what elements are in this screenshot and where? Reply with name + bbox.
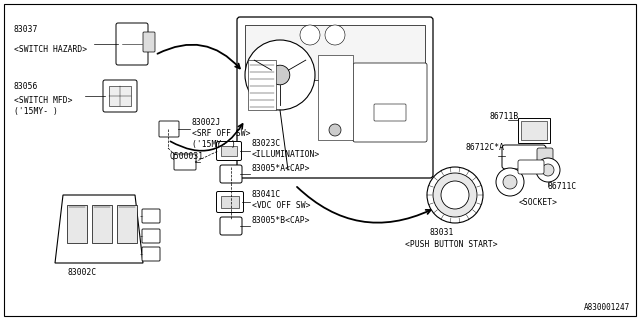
- Text: Q500031: Q500031: [170, 152, 204, 161]
- Circle shape: [536, 158, 560, 182]
- Text: <ILLUMINATION>: <ILLUMINATION>: [252, 150, 320, 159]
- FancyBboxPatch shape: [142, 229, 160, 243]
- Circle shape: [245, 40, 315, 110]
- Bar: [248, 60, 276, 110]
- FancyBboxPatch shape: [537, 148, 553, 166]
- Text: 83041C: 83041C: [252, 190, 281, 199]
- FancyBboxPatch shape: [116, 23, 148, 65]
- Bar: [221, 196, 239, 208]
- FancyBboxPatch shape: [159, 121, 179, 137]
- Text: 83031: 83031: [430, 228, 454, 237]
- Bar: [117, 205, 137, 243]
- Circle shape: [325, 25, 345, 45]
- Text: ('15MY- ): ('15MY- ): [192, 140, 236, 149]
- Bar: [318, 55, 353, 140]
- Text: 83002J: 83002J: [192, 118, 221, 127]
- Text: A830001247: A830001247: [584, 303, 630, 312]
- Circle shape: [300, 25, 320, 45]
- FancyArrowPatch shape: [157, 45, 240, 68]
- Text: 83023C: 83023C: [252, 139, 281, 148]
- Bar: [109, 86, 131, 106]
- Text: <SWITCH HAZARD>: <SWITCH HAZARD>: [14, 45, 87, 54]
- Circle shape: [503, 175, 517, 189]
- FancyBboxPatch shape: [142, 209, 160, 223]
- Bar: [518, 118, 550, 143]
- Text: ('15MY- ): ('15MY- ): [14, 107, 58, 116]
- Bar: [67, 205, 87, 243]
- Text: 86712C*A: 86712C*A: [466, 143, 505, 152]
- Circle shape: [270, 65, 290, 85]
- Circle shape: [496, 168, 524, 196]
- FancyBboxPatch shape: [518, 160, 544, 174]
- Text: 83056: 83056: [14, 82, 38, 91]
- Text: <SRF OFF SW>: <SRF OFF SW>: [192, 129, 250, 138]
- FancyBboxPatch shape: [502, 145, 546, 169]
- FancyBboxPatch shape: [220, 165, 242, 183]
- FancyBboxPatch shape: [143, 32, 155, 52]
- FancyBboxPatch shape: [353, 63, 427, 142]
- Text: 83005*B<CAP>: 83005*B<CAP>: [252, 216, 310, 225]
- Text: <SOCKET>: <SOCKET>: [519, 198, 558, 207]
- FancyBboxPatch shape: [142, 247, 160, 261]
- Bar: [221, 146, 237, 156]
- Text: <PUSH BUTTON START>: <PUSH BUTTON START>: [405, 240, 498, 249]
- FancyArrowPatch shape: [170, 124, 243, 151]
- Text: <VDC OFF SW>: <VDC OFF SW>: [252, 201, 310, 210]
- Bar: [521, 121, 547, 140]
- Circle shape: [441, 181, 469, 209]
- Circle shape: [427, 167, 483, 223]
- Polygon shape: [55, 195, 143, 263]
- Bar: [245, 25, 425, 80]
- Bar: [92, 205, 112, 243]
- Text: 83005*A<CAP>: 83005*A<CAP>: [252, 164, 310, 173]
- FancyBboxPatch shape: [174, 154, 196, 170]
- FancyBboxPatch shape: [374, 104, 406, 121]
- FancyBboxPatch shape: [220, 217, 242, 235]
- Circle shape: [542, 164, 554, 176]
- Text: 83037: 83037: [14, 25, 38, 34]
- Text: <SWITCH MFD>: <SWITCH MFD>: [14, 96, 72, 105]
- Circle shape: [329, 124, 341, 136]
- FancyBboxPatch shape: [216, 141, 241, 161]
- FancyBboxPatch shape: [103, 80, 137, 112]
- FancyBboxPatch shape: [237, 17, 433, 178]
- Text: 83002C: 83002C: [68, 268, 97, 277]
- Text: 86711B: 86711B: [490, 112, 519, 121]
- FancyBboxPatch shape: [216, 191, 243, 212]
- Circle shape: [433, 173, 477, 217]
- FancyArrowPatch shape: [297, 187, 431, 223]
- Text: 86711C: 86711C: [548, 182, 577, 191]
